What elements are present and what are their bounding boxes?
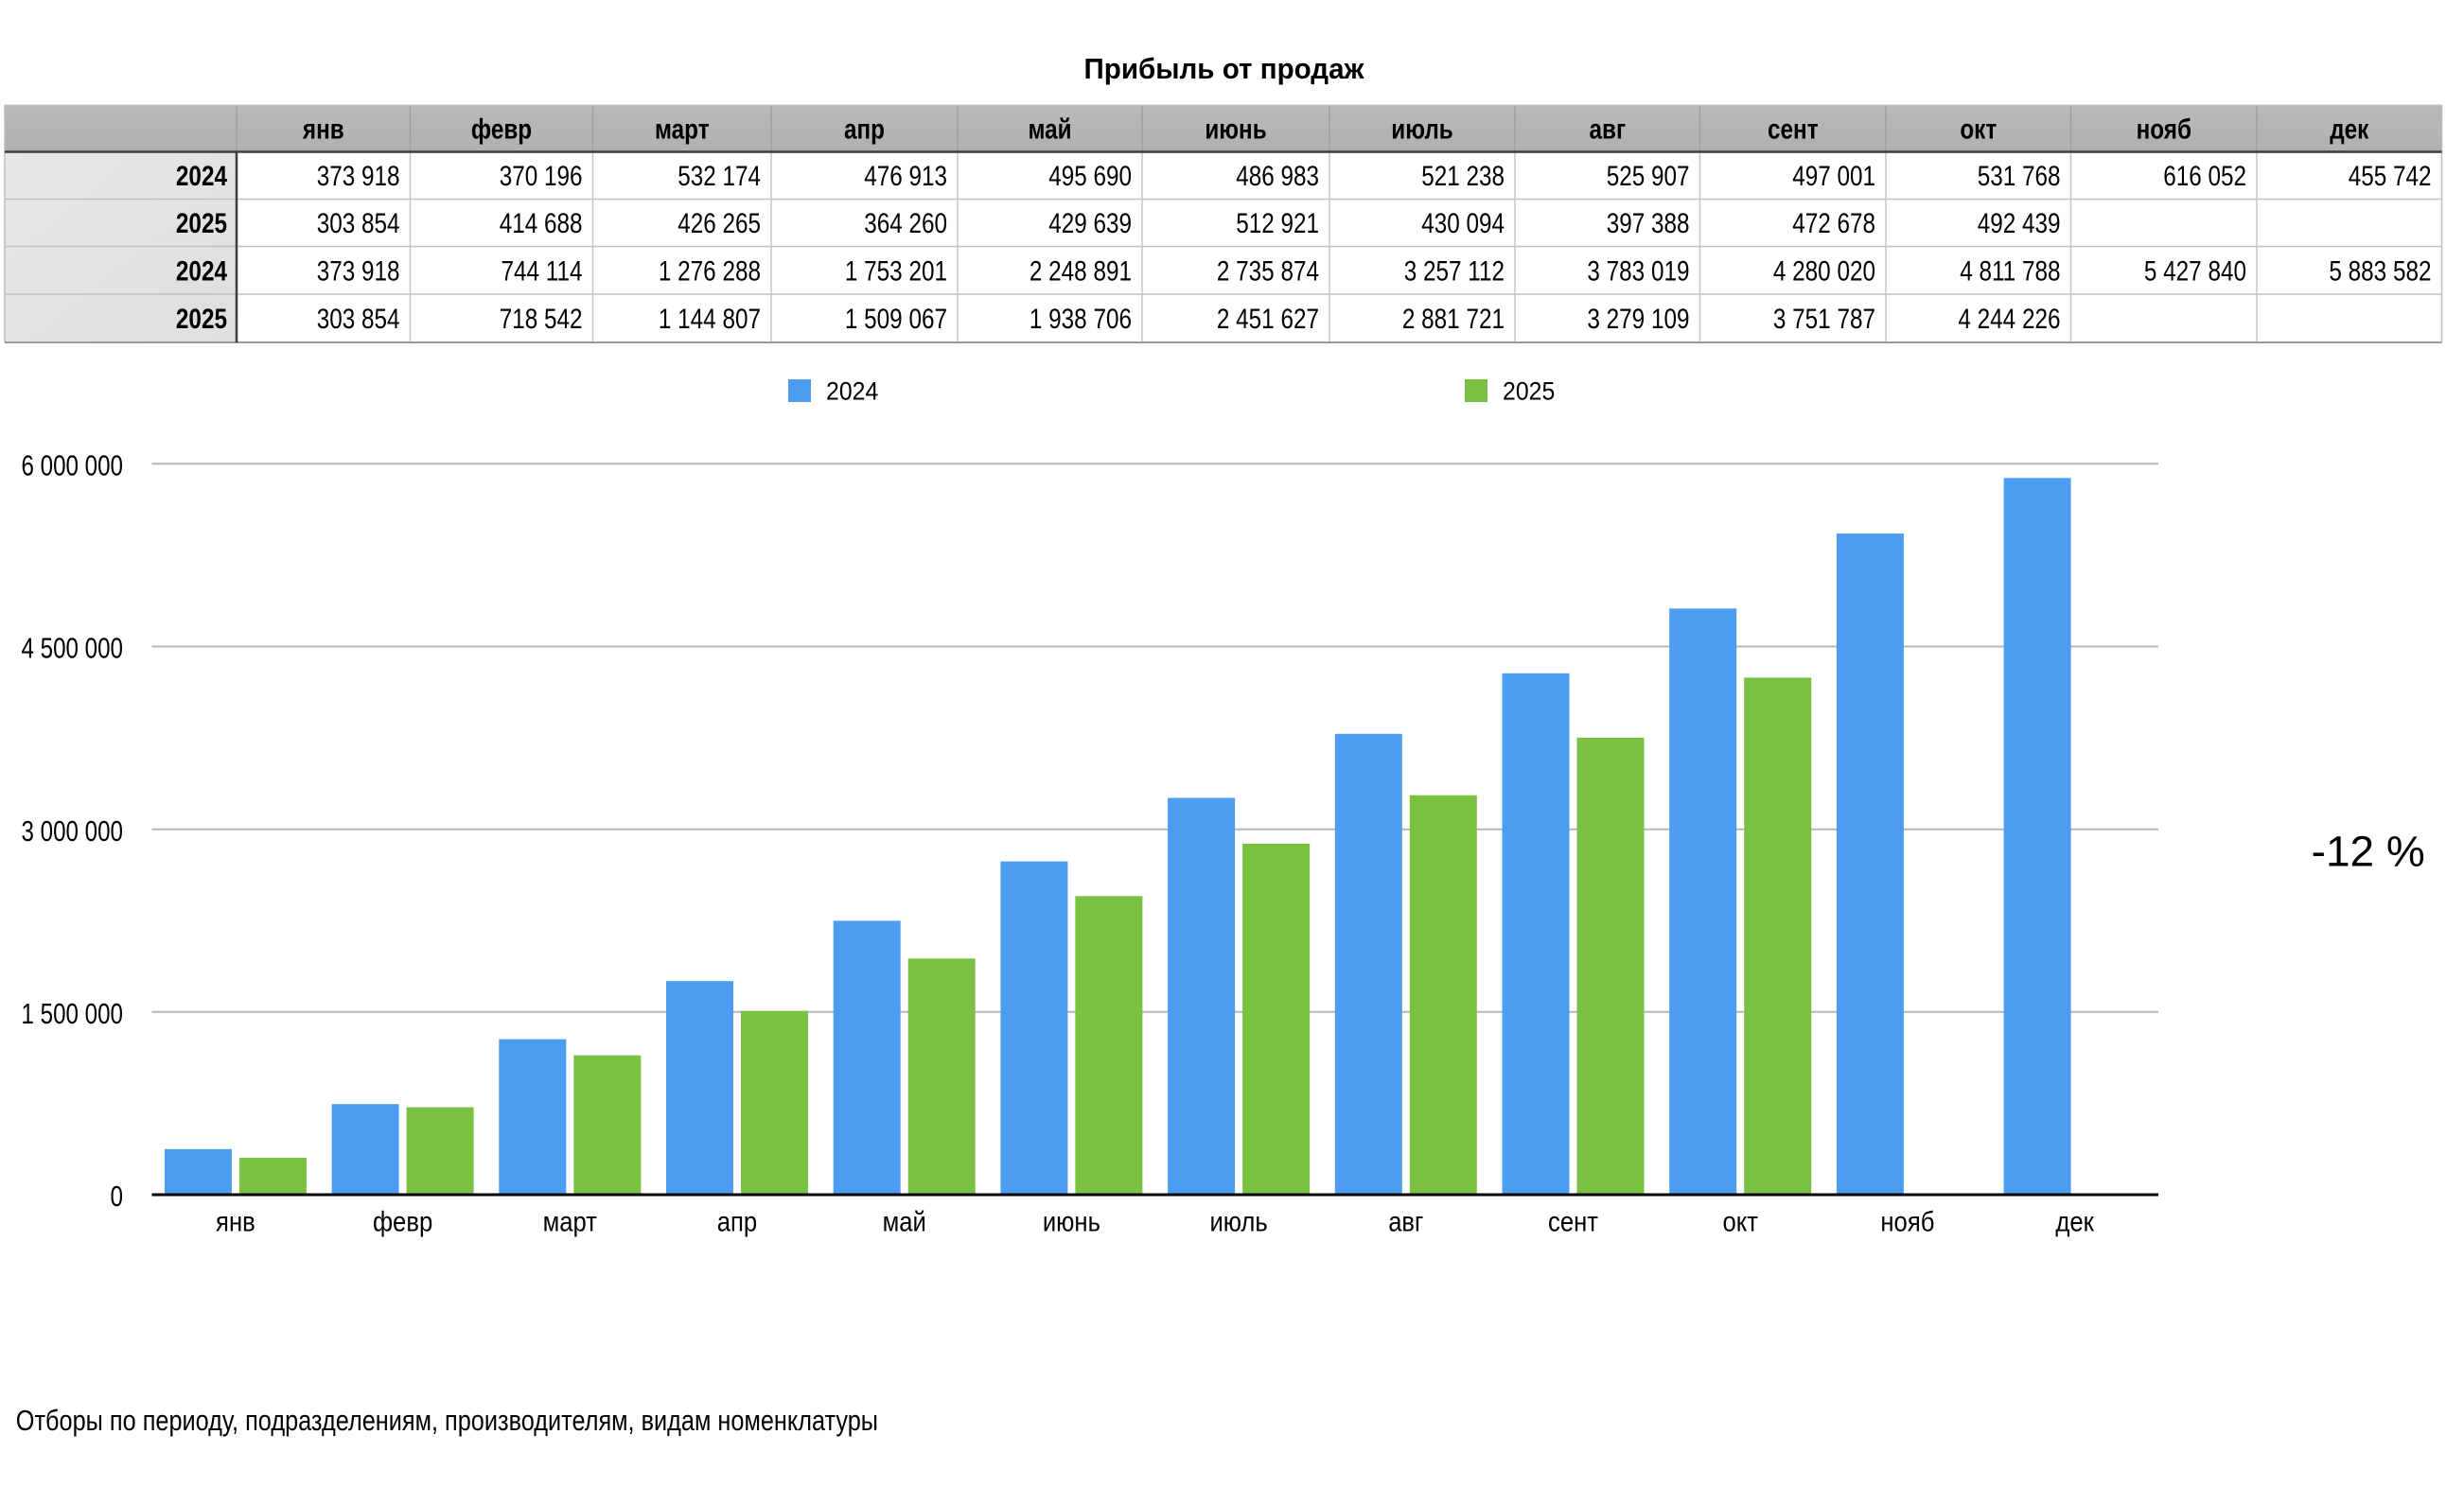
svg-text:3 751 787: 3 751 787	[1773, 304, 1875, 335]
svg-text:нояб: нояб	[1880, 1206, 1934, 1237]
svg-text:июнь: июнь	[1205, 114, 1266, 146]
svg-text:429 639: 429 639	[1048, 208, 1132, 239]
svg-text:1 938 706: 1 938 706	[1030, 304, 1132, 335]
svg-text:370 196: 370 196	[500, 161, 583, 192]
svg-text:472 678: 472 678	[1792, 208, 1875, 239]
svg-text:532 174: 532 174	[678, 161, 761, 192]
svg-text:авг: авг	[1590, 114, 1627, 146]
svg-text:июль: июль	[1209, 1206, 1267, 1237]
svg-text:май: май	[1028, 114, 1071, 146]
svg-text:616 052: 616 052	[2163, 161, 2246, 192]
svg-text:2 451 627: 2 451 627	[1217, 304, 1319, 335]
svg-text:март: март	[655, 114, 710, 146]
svg-text:май: май	[883, 1206, 926, 1237]
svg-text:дек: дек	[2330, 114, 2369, 146]
svg-text:2025: 2025	[176, 208, 227, 239]
svg-text:3 279 109: 3 279 109	[1587, 304, 1689, 335]
svg-text:2024: 2024	[176, 161, 227, 192]
svg-text:4 280 020: 4 280 020	[1773, 256, 1875, 288]
svg-text:2 735 874: 2 735 874	[1217, 256, 1319, 288]
svg-text:дек: дек	[2055, 1206, 2094, 1237]
svg-text:3 257 112: 3 257 112	[1404, 256, 1505, 288]
svg-text:5 427 840: 5 427 840	[2144, 256, 2246, 288]
svg-text:окт: окт	[1722, 1206, 1758, 1237]
svg-text:апр: апр	[844, 114, 885, 146]
svg-text:апр: апр	[717, 1206, 757, 1237]
svg-text:янв: янв	[216, 1206, 255, 1237]
svg-text:2024: 2024	[176, 256, 227, 288]
svg-text:февр: февр	[471, 114, 532, 146]
svg-text:718 542: 718 542	[500, 304, 583, 335]
svg-text:303 854: 303 854	[317, 304, 400, 335]
svg-text:430 094: 430 094	[1421, 208, 1505, 239]
svg-text:авг: авг	[1388, 1206, 1423, 1237]
svg-text:1 753 201: 1 753 201	[845, 256, 947, 288]
svg-text:4 811 788: 4 811 788	[1960, 256, 2060, 288]
svg-text:455 742: 455 742	[2349, 161, 2432, 192]
svg-text:февр: февр	[373, 1206, 432, 1237]
svg-text:492 439: 492 439	[1978, 208, 2061, 239]
svg-text:-12 %: -12 %	[2312, 828, 2425, 876]
svg-text:июль: июль	[1391, 114, 1453, 146]
svg-text:2025: 2025	[1503, 377, 1555, 406]
svg-text:2 248 891: 2 248 891	[1030, 256, 1132, 288]
svg-text:2025: 2025	[176, 304, 227, 335]
svg-text:476 913: 476 913	[864, 161, 947, 192]
svg-text:сент: сент	[1768, 114, 1819, 146]
svg-text:426 265: 426 265	[678, 208, 761, 239]
svg-text:486 983: 486 983	[1236, 161, 1319, 192]
svg-text:397 388: 397 388	[1607, 208, 1690, 239]
svg-text:1 509 067: 1 509 067	[845, 304, 947, 335]
svg-text:512 921: 512 921	[1236, 208, 1319, 239]
svg-text:янв: янв	[302, 114, 344, 146]
svg-text:521 238: 521 238	[1421, 161, 1505, 192]
svg-text:495 690: 495 690	[1048, 161, 1132, 192]
svg-text:нояб: нояб	[2137, 114, 2191, 146]
svg-text:Прибыль от продаж: Прибыль от продаж	[1084, 52, 1365, 85]
svg-text:497 001: 497 001	[1792, 161, 1875, 192]
svg-text:6 000 000: 6 000 000	[22, 449, 124, 482]
svg-text:414 688: 414 688	[500, 208, 583, 239]
svg-text:373 918: 373 918	[317, 161, 400, 192]
svg-text:744 114: 744 114	[502, 256, 583, 288]
svg-text:Отборы по периоду, подразделен: Отборы по периоду, подразделениям, произ…	[16, 1404, 878, 1437]
svg-text:303 854: 303 854	[317, 208, 400, 239]
svg-text:4 500 000: 4 500 000	[22, 632, 124, 665]
svg-text:3 000 000: 3 000 000	[22, 814, 124, 848]
svg-text:окт: окт	[1960, 114, 1997, 146]
svg-text:373 918: 373 918	[317, 256, 400, 288]
svg-text:сент: сент	[1548, 1206, 1598, 1237]
svg-text:1 276 288: 1 276 288	[659, 256, 761, 288]
svg-text:525 907: 525 907	[1607, 161, 1690, 192]
svg-text:4 244 226: 4 244 226	[1958, 304, 2060, 335]
svg-text:2 881 721: 2 881 721	[1402, 304, 1505, 335]
svg-text:5 883 582: 5 883 582	[2329, 256, 2431, 288]
svg-text:1 500 000: 1 500 000	[22, 997, 124, 1030]
svg-text:364 260: 364 260	[864, 208, 947, 239]
svg-text:март: март	[543, 1206, 598, 1237]
svg-text:0: 0	[111, 1180, 124, 1213]
svg-text:1 144 807: 1 144 807	[659, 304, 761, 335]
svg-text:2024: 2024	[826, 377, 878, 406]
svg-text:июнь: июнь	[1043, 1206, 1100, 1237]
svg-text:3 783 019: 3 783 019	[1587, 256, 1689, 288]
svg-text:531 768: 531 768	[1978, 161, 2061, 192]
